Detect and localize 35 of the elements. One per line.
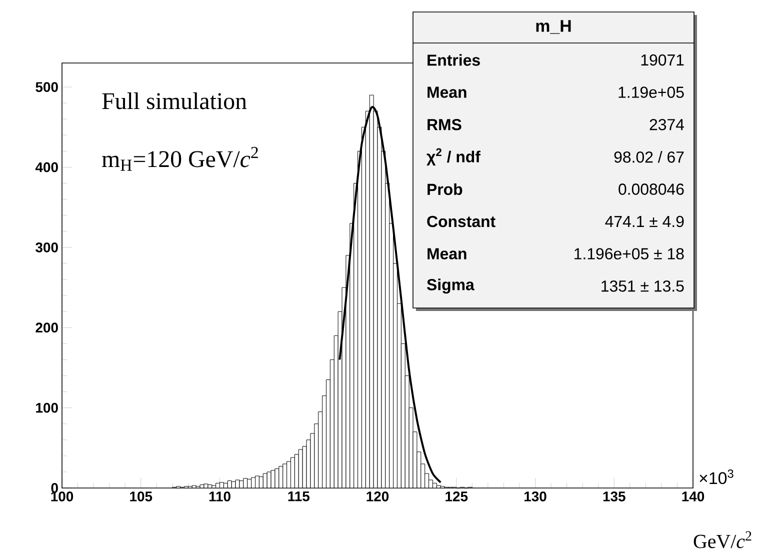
x-tick-label: 125	[446, 491, 468, 502]
x-tick-label: 140	[682, 491, 704, 502]
x-tick-label: 135	[603, 491, 626, 502]
annotation: Sigma	[426, 278, 474, 294]
annotation: χ$^{2}$ / ndf	[426, 148, 480, 166]
x-tick-label: 100	[51, 491, 74, 502]
annotation: Entries	[428, 54, 480, 66]
x-tick-label: 115	[288, 492, 310, 502]
x-axis-title: GeV/c$^{2}$	[694, 531, 752, 548]
annotation: Mean	[428, 86, 466, 98]
annotation: 2374	[650, 118, 684, 130]
annotation: Full simulation	[102, 92, 247, 110]
annotation: 98.02 / 67	[614, 151, 684, 163]
y-tick-label: 300	[36, 242, 58, 252]
annotation: 474.1 ± 4.9	[605, 216, 684, 228]
text: m_H	[536, 20, 571, 34]
annotation: 1.19e+05	[618, 86, 684, 98]
x-tick-label: 110	[209, 491, 230, 502]
y-tick-label: 500	[36, 82, 58, 92]
annotation: Mean	[428, 248, 466, 260]
annotation: 1351 ± 13.5	[602, 280, 684, 292]
text: ×10$^{3}$	[700, 469, 734, 484]
y-tick-label: 400	[35, 162, 58, 172]
annotation: m$_{H}$=120 GeV/c$^{2}$	[102, 146, 258, 171]
annotation: 0.008046	[618, 184, 684, 195]
y-tick-label: 100	[36, 402, 58, 413]
annotation: RMS	[428, 118, 462, 130]
x-tick-label: 105	[130, 491, 152, 502]
annotation: Constant	[427, 216, 496, 228]
annotation: 1.196e+05 ± 18	[574, 248, 684, 260]
annotation: 19071	[641, 54, 684, 66]
x-tick-label: 120	[366, 491, 389, 502]
x-tick-label: 130	[524, 491, 546, 502]
annotation: Prob	[428, 183, 462, 196]
y-tick-label: 200	[36, 322, 58, 333]
